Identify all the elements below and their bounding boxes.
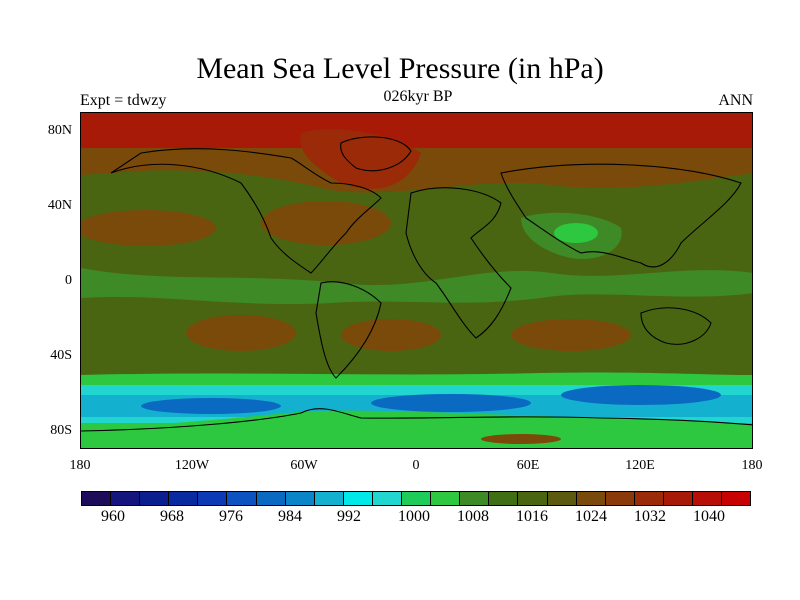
coast-asia [500, 163, 742, 268]
colorbar-cell [605, 492, 635, 505]
colorbar-label-976: 976 [219, 508, 243, 525]
lon-label-60e: 60E [516, 458, 540, 473]
colorbar-label-984: 984 [278, 508, 302, 525]
colorbar-cell [140, 492, 170, 505]
lon-label-120e: 120E [625, 458, 655, 473]
colorbar-cell [402, 492, 432, 505]
colorbar-cell [547, 492, 577, 505]
south-pacific-high [186, 315, 296, 351]
colorbar-label-992: 992 [337, 508, 361, 525]
colorbar-cell [431, 492, 461, 505]
colorbar-label-1040: 1040 [693, 508, 725, 525]
coast-australia [640, 307, 712, 345]
experiment-label: Expt = tdwzy [80, 92, 167, 109]
lon-label-120w: 120W [174, 458, 210, 473]
colorbar-label-1016: 1016 [516, 508, 548, 525]
antarctic-high [481, 434, 561, 444]
equatorial-low-band [81, 268, 752, 305]
colorbar-cell [489, 492, 519, 505]
time-subtitle: 026kyr BP [383, 88, 453, 105]
coast-north-america [110, 148, 382, 274]
antarctica-region [81, 410, 752, 448]
lon-label-180e: 180 [741, 458, 763, 473]
southern-low-core-2 [371, 394, 531, 412]
colorbar-label-1008: 1008 [457, 508, 489, 525]
colorbar-cell [256, 492, 286, 505]
colorbar-cell [111, 492, 141, 505]
lon-label-60w: 60W [290, 458, 318, 473]
colorbar-cell [372, 492, 403, 505]
coast-antarctica [81, 408, 752, 432]
lat-label-40n: 40N [47, 198, 72, 213]
lat-label-40s: 40S [50, 348, 72, 363]
greenland-high [300, 129, 421, 189]
pressure-map [80, 112, 753, 449]
southern-low-core-1 [141, 398, 281, 414]
lat-label-80n: 80N [47, 123, 72, 138]
colorbar-label-1000: 1000 [398, 508, 430, 525]
colorbar-cell [82, 492, 112, 505]
colorbar-cell [314, 492, 344, 505]
colorbar-label-968: 968 [160, 508, 184, 525]
season-label: ANN [718, 92, 753, 109]
pressure-map-svg [81, 113, 752, 448]
india-low [554, 223, 598, 243]
coast-europe-africa [405, 187, 512, 339]
colorbar-cell [518, 492, 548, 505]
colorbar-label-1024: 1024 [575, 508, 607, 525]
map-title: Mean Sea Level Pressure (in hPa) [196, 52, 604, 85]
colorbar-cell [663, 492, 693, 505]
lat-label-80s: 80S [50, 423, 72, 438]
colorbar-cell [169, 492, 199, 505]
arctic-high-band [81, 113, 752, 148]
colorbar-cell [343, 492, 373, 505]
colorbar-cell [460, 492, 490, 505]
colorbar [81, 491, 751, 506]
lon-label-180w: 180 [69, 458, 91, 473]
coast-greenland [340, 136, 412, 172]
lon-label-0: 0 [412, 458, 420, 473]
south-indian-high [511, 319, 631, 351]
colorbar-cell [227, 492, 257, 505]
colorbar-cell [692, 492, 723, 505]
colorbar-label-1032: 1032 [634, 508, 666, 525]
north-pacific-high [81, 210, 216, 246]
arctic-mid-band [81, 148, 752, 193]
colorbar-cell [576, 492, 606, 505]
southern-low-core-3 [561, 385, 721, 405]
colorbar-cell [285, 492, 315, 505]
coast-south-america [315, 281, 382, 379]
north-atlantic-high [261, 201, 391, 245]
colorbar-cell [634, 492, 664, 505]
colorbar-cell [198, 492, 228, 505]
colorbar-cell [722, 492, 751, 505]
colorbar-label-960: 960 [101, 508, 125, 525]
lat-label-0: 0 [65, 273, 72, 288]
south-atlantic-high [341, 319, 441, 351]
coastlines [81, 136, 752, 432]
